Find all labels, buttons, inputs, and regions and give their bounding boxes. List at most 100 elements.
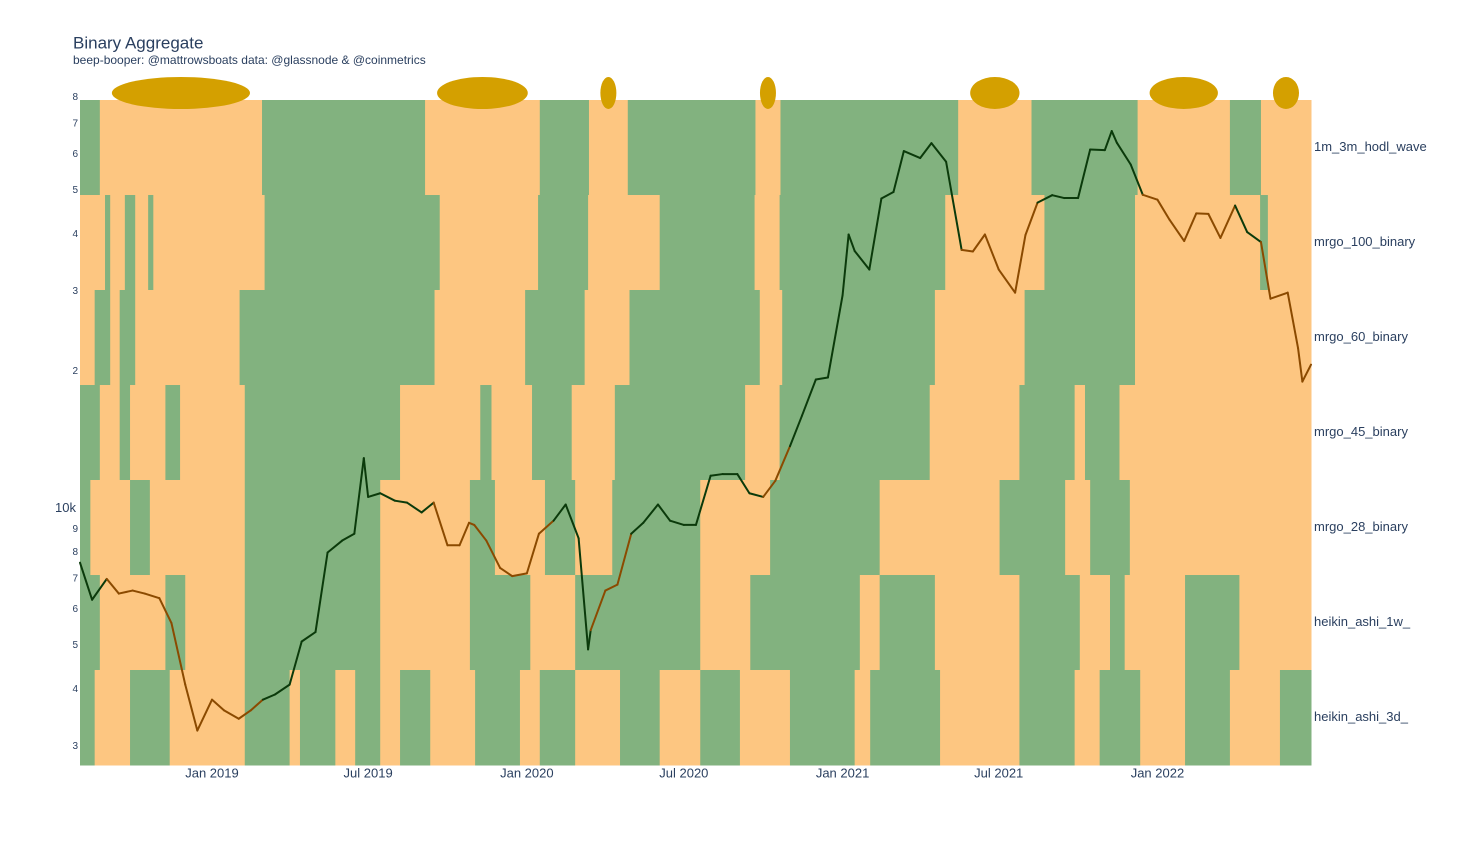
state-band [1019, 385, 1076, 481]
state-band [110, 195, 126, 291]
price-segment [143, 592, 161, 600]
price-segment [1103, 130, 1113, 152]
price-segment [694, 474, 712, 526]
state-band [80, 385, 101, 481]
price-segment [525, 532, 540, 575]
state-band [934, 290, 1026, 386]
price-segment [367, 492, 382, 498]
price-segment [420, 501, 435, 514]
state-band [1090, 480, 1131, 576]
state-band [480, 385, 492, 481]
state-band [1260, 100, 1312, 196]
price-segment [1077, 148, 1092, 200]
x-tick-label: Jan 2022 [1131, 765, 1185, 780]
state-band [1185, 575, 1240, 671]
price-segment [326, 539, 344, 554]
price-segment [1269, 291, 1289, 300]
state-band [99, 100, 263, 196]
price-segment [552, 503, 567, 522]
state-band [494, 480, 546, 576]
chart-title: Binary Aggregate [73, 33, 203, 52]
price-segment [1286, 291, 1300, 350]
price-segment [473, 523, 488, 542]
state-band [149, 480, 246, 576]
price-segment [1024, 201, 1039, 236]
y-tick-label: 8 [72, 92, 78, 103]
y-tick-label: 5 [72, 185, 78, 196]
price-segment [1156, 198, 1171, 221]
state-band [439, 195, 539, 291]
y-tick-label: 8 [72, 547, 78, 558]
price-segment [841, 233, 850, 297]
price-segment [362, 457, 370, 498]
state-band [180, 385, 246, 481]
state-band [80, 480, 91, 576]
state-band [739, 670, 791, 766]
state-band [491, 385, 533, 481]
price-segment [105, 577, 120, 595]
price-segment [273, 683, 291, 696]
price-segment [1115, 141, 1132, 166]
bear-marker [1272, 77, 1299, 109]
y-tick-label: 3 [72, 741, 78, 752]
state-band [1124, 575, 1186, 671]
state-band [789, 670, 856, 766]
price-segment [184, 683, 199, 732]
price-segment [919, 142, 933, 160]
price-segment [589, 589, 607, 632]
state-band [380, 575, 471, 671]
state-band [1239, 575, 1312, 671]
price-segment [656, 503, 672, 522]
state-band [289, 670, 301, 766]
state-band [779, 385, 931, 481]
state-band [94, 670, 131, 766]
price-segment [131, 589, 146, 595]
price-segment [210, 698, 226, 712]
price-segment [587, 629, 592, 651]
price-segment [405, 501, 423, 514]
state-band [165, 385, 181, 481]
price-segment [1301, 363, 1312, 383]
state-band [854, 670, 871, 766]
price-segment [1129, 163, 1144, 196]
state-band [870, 670, 941, 766]
state-band [539, 670, 576, 766]
price-segment [511, 572, 528, 578]
state-band [859, 575, 881, 671]
state-band [80, 195, 106, 291]
state-band [1079, 575, 1111, 671]
price-segment [353, 457, 365, 535]
state-band [1279, 670, 1312, 766]
state-band [584, 290, 631, 386]
state-band [659, 670, 701, 766]
row-label: mrgo_28_binary [1314, 519, 1408, 534]
price-segment [1234, 204, 1249, 234]
state-band [627, 100, 756, 196]
state-band [759, 290, 783, 386]
state-band [745, 385, 781, 481]
state-band [755, 100, 781, 196]
state-band [469, 575, 531, 671]
price-segment [1183, 212, 1198, 243]
state-band [165, 575, 186, 671]
price-segment [341, 532, 356, 542]
price-segment [314, 551, 329, 634]
state-band [430, 670, 476, 766]
state-band [588, 195, 661, 291]
price-segment [1207, 212, 1222, 239]
state-band [475, 670, 521, 766]
state-band [169, 670, 246, 766]
state-band [80, 670, 96, 766]
state-band [1185, 670, 1231, 766]
y-tick-label: 9 [72, 524, 78, 535]
price-segment [997, 268, 1017, 294]
state-band [1137, 100, 1231, 196]
price-segment [669, 519, 685, 526]
price-segment [868, 197, 883, 271]
state-band [239, 290, 436, 386]
x-tick-label: Jul 2020 [659, 765, 708, 780]
price-segment [300, 631, 317, 643]
price-segment [379, 492, 396, 502]
